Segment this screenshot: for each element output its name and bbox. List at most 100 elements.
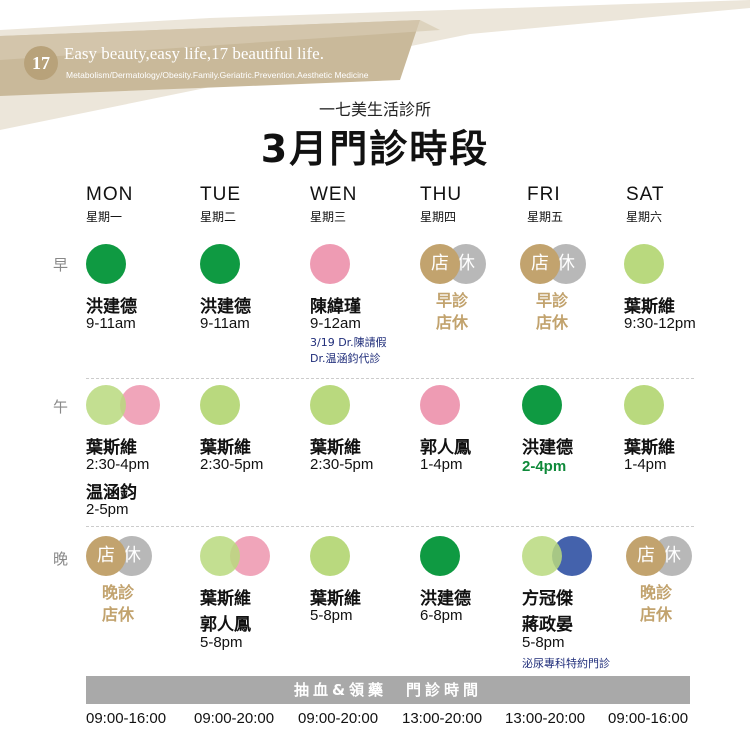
clinic-time: 5-8pm xyxy=(522,634,565,651)
day-zh: 星期二 xyxy=(200,210,237,224)
blood-draw-hours: 13:00-20:00 xyxy=(505,710,586,727)
doctor-dot xyxy=(310,244,350,284)
doctor-name: 葉斯維 xyxy=(200,438,251,458)
blood-draw-bar: 抽血&領藥 門診時間 xyxy=(86,676,690,704)
closed-store: 店 xyxy=(520,244,560,284)
closed-line: 晚診 xyxy=(639,583,672,602)
closed-line: 晚診 xyxy=(101,583,134,602)
doctor-name: 蔣政晏 xyxy=(522,615,573,635)
day-zh: 星期五 xyxy=(527,210,564,224)
day-zh: 星期一 xyxy=(86,210,123,224)
blood-draw-hours: 09:00-20:00 xyxy=(298,710,379,727)
closed-badge: 休 店 xyxy=(420,244,486,284)
closed-line: 早診 xyxy=(535,291,568,310)
day-zh: 星期六 xyxy=(626,210,663,224)
doctor-name: 洪建德 xyxy=(86,297,137,317)
doctor-name: 郭人鳳 xyxy=(420,438,471,458)
clinic-time: 1-4pm xyxy=(420,456,463,473)
doctor-dot xyxy=(200,244,240,284)
sub-tagline: Metabolism/Dermatology/Obesity.Family.Ge… xyxy=(66,70,369,80)
day-en: WEN xyxy=(310,184,358,205)
header-banner xyxy=(0,0,750,130)
closed-text: 早診 店休 xyxy=(522,290,582,334)
closed-badge: 休 店 xyxy=(626,536,692,576)
clinic-time: 9:30-12pm xyxy=(624,315,696,332)
doctor-dot xyxy=(310,385,350,425)
special-clinic-note: 泌尿專科特約門診 xyxy=(522,657,610,670)
clinic-time: 9-11am xyxy=(200,315,250,332)
day-en: TUE xyxy=(200,184,241,205)
doctor-dot xyxy=(522,385,562,425)
doctor-dot xyxy=(522,536,562,576)
doctor-name: 葉斯維 xyxy=(624,438,675,458)
clinic-time: 1-4pm xyxy=(624,456,667,473)
blood-draw-hours: 09:00-16:00 xyxy=(608,710,689,727)
substitute-note: 3/19 Dr.陳請假 xyxy=(310,336,387,349)
doctor-name: 葉斯維 xyxy=(86,438,137,458)
clinic-time: 5-8pm xyxy=(310,607,353,624)
closed-text: 晚診 店休 xyxy=(626,582,686,626)
doctor-name: 葉斯維 xyxy=(310,438,361,458)
doctor-name: 方冠傑 xyxy=(522,589,573,609)
closed-badge: 休 店 xyxy=(86,536,152,576)
doctor-name: 洪建德 xyxy=(200,297,251,317)
period-morning: 早 xyxy=(53,256,69,274)
day-header-wen: WEN 星期三 xyxy=(310,184,420,225)
day-en: THU xyxy=(420,184,463,205)
doctor-name: 葉斯維 xyxy=(624,297,675,317)
closed-line: 店休 xyxy=(639,605,672,624)
day-header-sat: SAT 星期六 xyxy=(626,184,736,225)
closed-store: 店 xyxy=(86,536,126,576)
day-en: MON xyxy=(86,184,134,205)
doctor-dot xyxy=(86,244,126,284)
doctor-dot xyxy=(624,385,664,425)
blood-draw-hours: 09:00-20:00 xyxy=(194,710,275,727)
doctor-dot xyxy=(420,385,460,425)
clinic-name: 一七美生活診所 xyxy=(318,100,431,119)
tagline: Easy beauty,easy life,17 beautiful life. xyxy=(64,44,324,63)
closed-line: 店休 xyxy=(101,605,134,624)
doctor-dot xyxy=(86,385,126,425)
doctor-dot xyxy=(200,385,240,425)
page-title: 3月門診時段 xyxy=(260,127,490,171)
closed-text: 晚診 店休 xyxy=(88,582,148,626)
closed-line: 早診 xyxy=(435,291,468,310)
substitute-note: Dr.温涵鈞代診 xyxy=(310,352,381,365)
clinic-time: 2-4pm xyxy=(522,458,567,475)
divider xyxy=(86,526,694,527)
doctor-dot xyxy=(120,385,160,425)
blood-draw-hours: 13:00-20:00 xyxy=(402,710,483,727)
clinic-time: 2:30-5pm xyxy=(310,456,374,473)
doctor-name: 陳緯瑾 xyxy=(310,297,361,317)
clinic-time: 6-8pm xyxy=(420,607,463,624)
doctor-name: 葉斯維 xyxy=(310,589,361,609)
clinic-time: 5-8pm xyxy=(200,634,243,651)
doctor-name: 洪建德 xyxy=(420,589,471,609)
clinic-time: 2:30-5pm xyxy=(200,456,264,473)
closed-badge: 休 店 xyxy=(520,244,586,284)
period-evening: 晚 xyxy=(53,550,69,568)
clinic-time: 2:30-4pm xyxy=(86,456,150,473)
closed-store: 店 xyxy=(626,536,666,576)
doctor-name: 洪建德 xyxy=(522,438,573,458)
day-header-thu: THU 星期四 xyxy=(420,184,530,225)
clinic-time: 9-12am xyxy=(310,315,361,332)
doctor-dot xyxy=(624,244,664,284)
closed-line: 店休 xyxy=(435,313,468,332)
closed-store: 店 xyxy=(420,244,460,284)
day-en: FRI xyxy=(527,184,561,205)
closed-text: 早診 店休 xyxy=(422,290,482,334)
day-zh: 星期四 xyxy=(420,210,457,224)
period-afternoon: 午 xyxy=(53,398,69,416)
doctor-dot xyxy=(200,536,240,576)
day-header-mon: MON 星期一 xyxy=(86,184,196,225)
clinic-time: 9-11am xyxy=(86,315,136,332)
doctor-name: 葉斯維 xyxy=(200,589,251,609)
blood-draw-hours: 09:00-16:00 xyxy=(86,710,167,727)
divider xyxy=(86,378,694,379)
day-header-fri: FRI 星期五 xyxy=(527,184,637,225)
doctor-dot xyxy=(420,536,460,576)
doctor-name: 郭人鳳 xyxy=(200,615,251,635)
day-en: SAT xyxy=(626,184,665,205)
day-zh: 星期三 xyxy=(310,210,347,224)
